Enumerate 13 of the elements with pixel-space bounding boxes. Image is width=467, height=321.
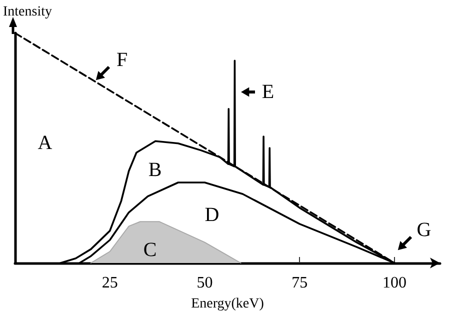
annotation: A [38,132,53,154]
annotation: D [204,204,220,226]
x-axis-title: Energy(keV) [191,296,264,312]
annotation: G [416,219,432,241]
annotation: B [148,159,162,181]
x-tick-label: 50 [196,274,213,292]
x-tick-label: 100 [382,274,406,292]
annotation: E [262,81,274,103]
annotation: C [143,239,157,261]
annotation: F [116,49,128,71]
x-tick-label: 25 [102,274,118,292]
x-tick-label: 75 [292,274,308,292]
y-axis-title: Intensity [3,4,52,20]
